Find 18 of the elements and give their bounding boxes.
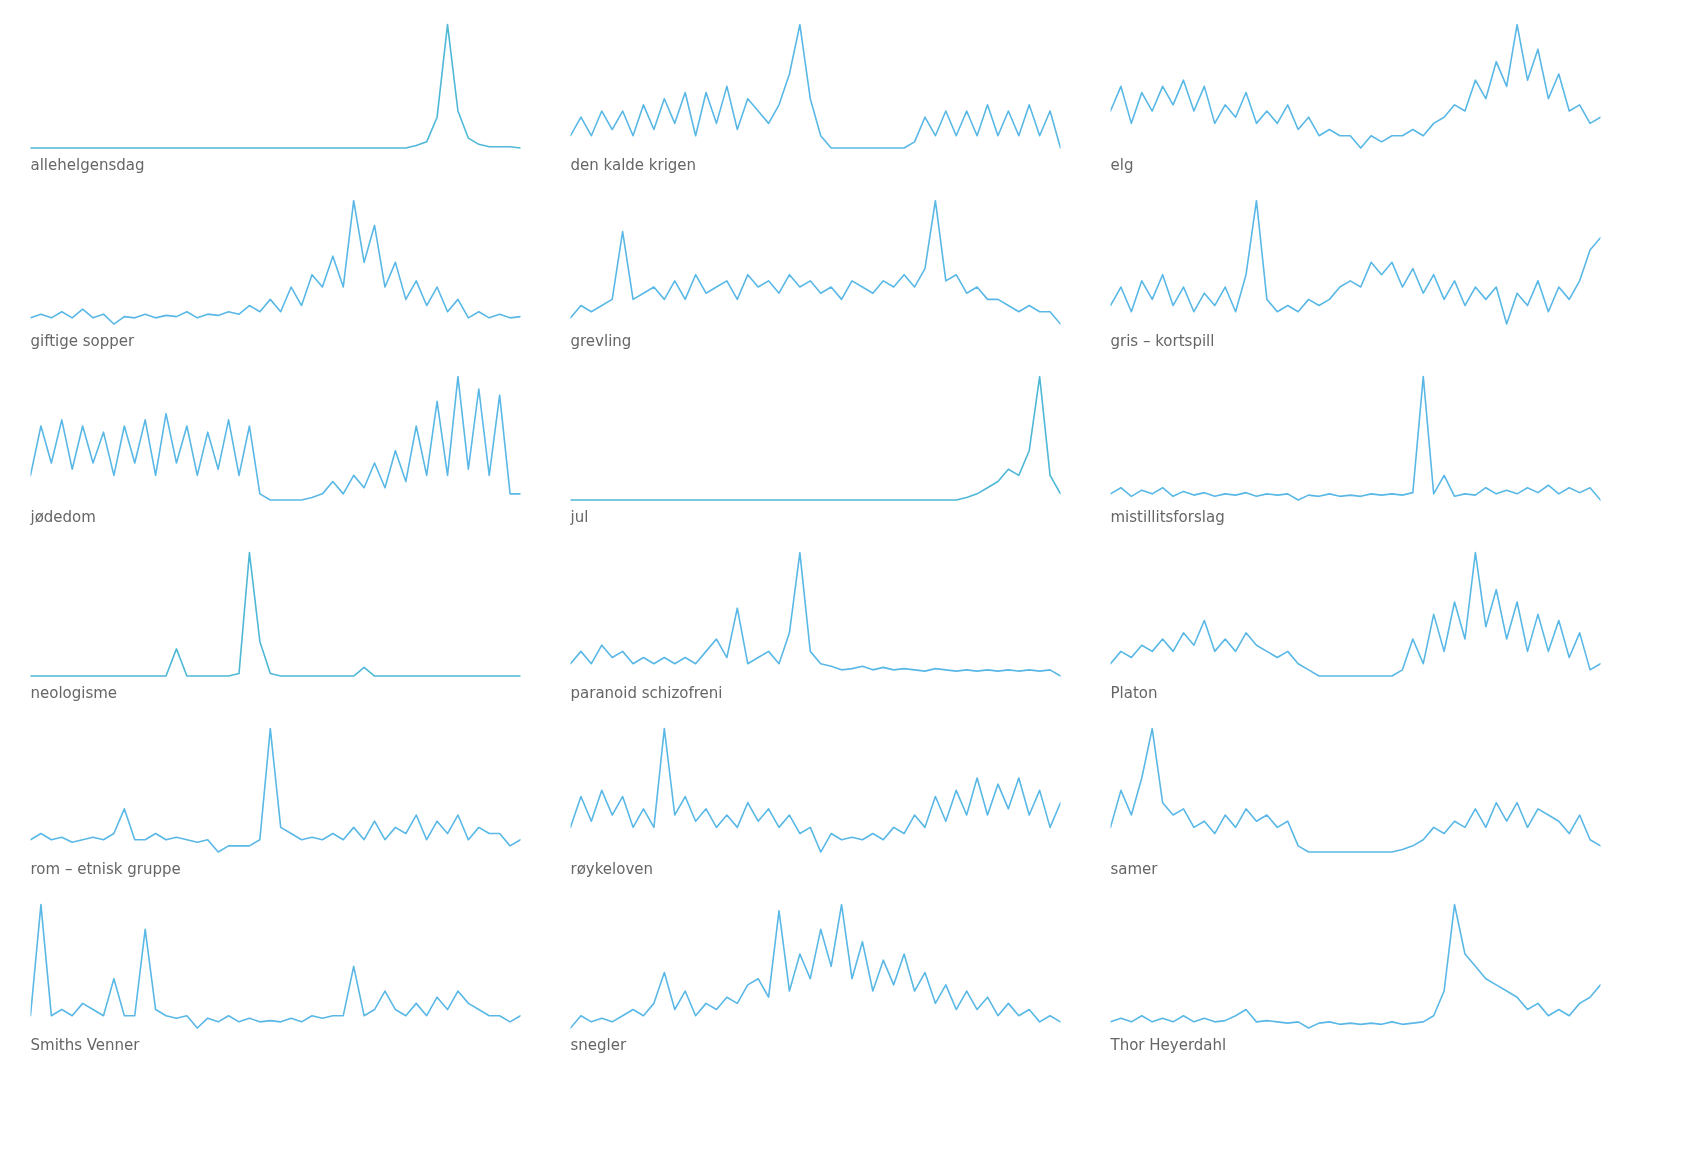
x-axis-title: rom – etnisk gruppe (30, 859, 181, 878)
x-axis-title: samer (1110, 859, 1159, 878)
x-axis-title: jødedom (29, 507, 96, 526)
x-axis-title: giftige sopper (30, 331, 136, 350)
x-axis-title: gris – kortspill (1110, 331, 1215, 350)
x-axis-title: snegler (570, 1035, 627, 1054)
x-axis-title: elg (1110, 155, 1134, 174)
x-axis-title: mistillitsforslag (1110, 507, 1225, 526)
x-axis-title: Thor Heyerdahl (1109, 1035, 1227, 1054)
x-axis-title: paranoid schizofreni (570, 683, 723, 702)
x-axis-title: grevling (570, 331, 632, 350)
x-axis-title: neologisme (30, 683, 118, 702)
x-axis-title: den kalde krigen (570, 155, 697, 174)
x-axis-title: allehelgensdag (30, 155, 145, 174)
x-axis-title: jul (569, 507, 589, 526)
x-axis-title: Smiths Venner (30, 1035, 141, 1054)
x-axis-title: Platon (1110, 683, 1158, 702)
x-axis-title: røykeloven (570, 859, 654, 878)
